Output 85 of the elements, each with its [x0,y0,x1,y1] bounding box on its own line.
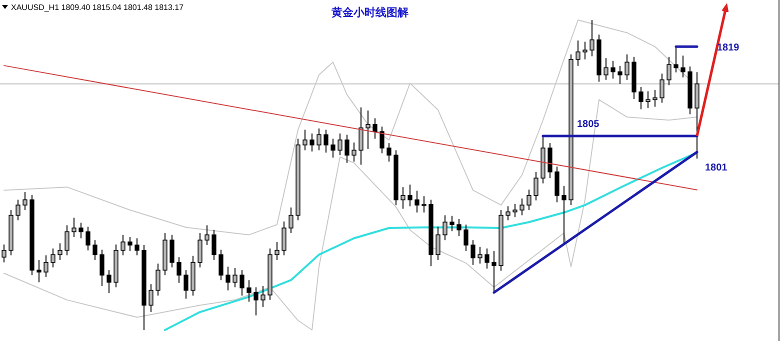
candlestick [484,248,490,270]
candlestick [232,268,238,288]
candlestick [520,198,524,216]
candlestick [610,60,616,80]
candlestick [618,65,622,84]
candlestick [128,236,132,252]
candlestick [170,234,174,268]
candlestick [22,192,28,211]
candlestick [512,203,518,218]
candlestick [92,240,98,260]
candlestick [436,226,440,260]
candlestick [576,40,580,66]
candlestick [316,128,322,151]
candlestick [358,106,364,166]
candlestick [464,224,468,252]
candlestick [16,199,20,221]
candlestick [400,186,406,210]
candlestick [274,241,280,260]
candlestick [36,259,42,283]
text: 1819 [717,42,740,54]
candlestick [450,215,454,232]
candlestick [246,280,252,302]
chart-title: 黄金小时线图解 [330,6,408,19]
candlestick [2,244,6,263]
candlestick [148,284,154,313]
candlestick [64,224,70,256]
candlestick [156,263,160,296]
chart-subtitle: XAUUSD_H1 1809.40 1815.04 1801.48 1813.17 [11,3,184,12]
candlestick [414,190,420,214]
candlestick [590,20,594,57]
candlestick [366,110,370,150]
candlestick [674,46,678,73]
candlestick [470,240,476,266]
candlestick [212,229,216,260]
candlestick [58,242,62,260]
candlestick [526,189,532,211]
candlestick [352,142,356,162]
candlestick [386,142,392,162]
candlestick [372,118,378,140]
candlestick [72,217,76,238]
candlestick [324,129,328,154]
candlestick [422,196,426,214]
candlestick [344,134,350,164]
candlestick [226,266,230,291]
candlestick [198,232,202,268]
candlestick [534,171,538,201]
candlestick [380,126,384,154]
candlestick [302,129,308,151]
candlestick [134,238,140,256]
candlestick [624,54,630,80]
candlestick [282,221,286,256]
candlestick [254,286,258,316]
candlestick [176,256,182,284]
candlestick [106,270,112,294]
candlestick [638,86,644,110]
candlestick [288,207,294,234]
candlestick [120,234,126,256]
candlestick [680,55,686,78]
candlestick [330,138,336,158]
candlestick [218,249,224,281]
candlestick [50,248,56,268]
candlestick [240,270,244,296]
candlestick [310,132,314,152]
candlestick [604,58,608,80]
candlestick [44,254,48,278]
annotation: 1805 [577,118,600,130]
candlestick [456,218,462,237]
candlestick [204,224,210,246]
candlestick [86,226,90,251]
candlestick [554,166,560,203]
candlestick [478,246,482,264]
candlestick [408,184,412,207]
candlestick [582,41,588,60]
candlestick [646,90,650,109]
candlestick [506,206,510,221]
candlestick [184,270,188,300]
candlestick [100,249,104,286]
candlestick [338,132,342,156]
candlestick [652,90,658,108]
candlestick [78,222,84,239]
text: 1801 [705,162,728,174]
candlestick [548,142,552,179]
candlestick [442,214,448,241]
candlestick [492,250,496,293]
candlestick [260,285,266,308]
